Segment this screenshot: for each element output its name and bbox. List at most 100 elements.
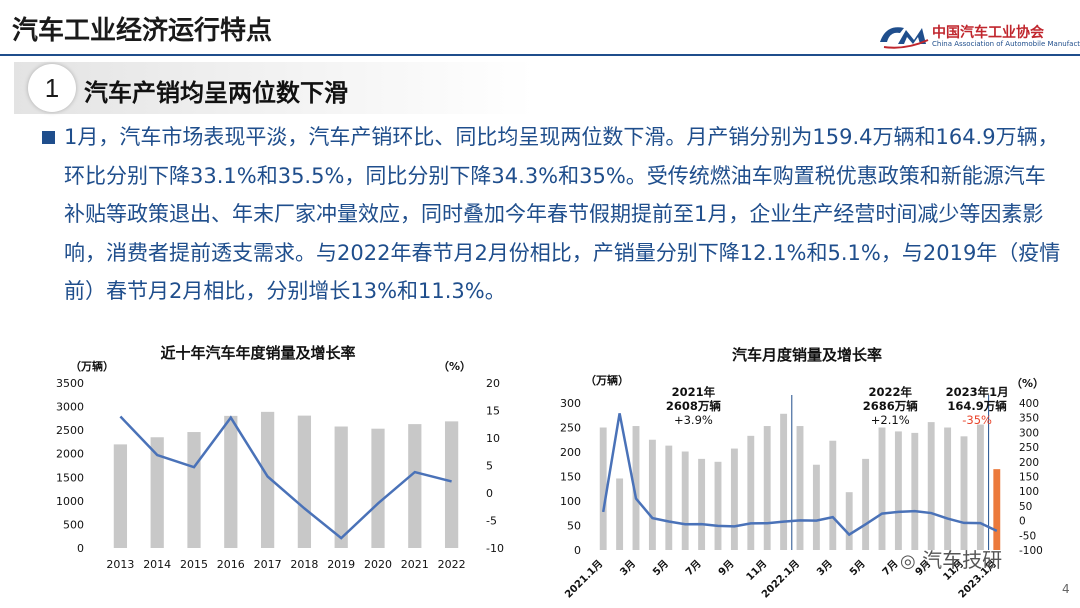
monthly-bar bbox=[648, 439, 656, 550]
y2-tick-label: 250 bbox=[1019, 442, 1039, 454]
y2-tick-label: 20 bbox=[486, 377, 500, 390]
monthly-bar bbox=[878, 427, 886, 550]
monthly-bar bbox=[763, 426, 771, 550]
annotation-growth: +3.9% bbox=[674, 413, 713, 427]
y2-tick-label: 100 bbox=[1019, 486, 1039, 498]
x-tick-label: 2013 bbox=[106, 558, 134, 571]
x-tick-label: 2014 bbox=[143, 558, 171, 571]
monthly-bar bbox=[665, 445, 673, 550]
monthly-bar bbox=[599, 427, 607, 550]
y2-tick-label: 0 bbox=[486, 487, 493, 500]
logo-cn-text: 中国汽车工业协会 bbox=[932, 25, 1044, 41]
x-tick-label: 2022 bbox=[438, 558, 466, 571]
annual-sales-chart: 近十年汽车年度销量及增长率 （万辆） （%） 2013 2014 2015 2016 2… bbox=[56, 344, 504, 571]
y2-tick-label: -10 bbox=[486, 542, 504, 555]
x-tick-label: 3月 bbox=[814, 558, 834, 578]
y-tick-label: 3500 bbox=[56, 377, 84, 390]
annotation-title: 2023年1月 bbox=[946, 385, 1009, 399]
y-tick-label: 150 bbox=[560, 471, 581, 484]
annual-bar bbox=[444, 421, 459, 548]
x-tick-label: 2021 bbox=[401, 558, 429, 571]
y2-tick-label: 300 bbox=[1019, 427, 1039, 439]
y-tick-label: 2000 bbox=[56, 448, 84, 461]
annotation-growth: -35% bbox=[962, 413, 992, 427]
chart1-ylabel: （万辆） bbox=[70, 359, 114, 373]
y2-tick-label: 150 bbox=[1019, 472, 1039, 484]
section-title: 汽车产销均呈两位数下滑 bbox=[84, 79, 348, 107]
section-banner bbox=[14, 62, 534, 114]
y2-tick-label: 400 bbox=[1019, 398, 1039, 410]
annotation-total: 2608万辆 bbox=[666, 399, 722, 413]
header-divider bbox=[0, 54, 1080, 56]
monthly-bar bbox=[829, 440, 837, 550]
bullet-square-icon bbox=[42, 131, 55, 144]
x-tick-label: 7月 bbox=[683, 558, 703, 578]
x-tick-label: 2015 bbox=[180, 558, 208, 571]
annual-bar bbox=[371, 428, 385, 548]
chart1-title: 近十年汽车年度销量及增长率 bbox=[160, 344, 355, 362]
monthly-bar bbox=[796, 426, 804, 550]
y2-tick-label: -5 bbox=[486, 515, 497, 528]
logo-en-text: China Association of Automobile Manufact… bbox=[932, 40, 1080, 48]
monthly-bar bbox=[681, 451, 689, 550]
monthly-bar bbox=[862, 458, 870, 550]
x-tick-label: 2017 bbox=[254, 558, 282, 571]
y-tick-label: 1000 bbox=[56, 495, 84, 508]
y2-tick-label: 200 bbox=[1019, 457, 1039, 469]
x-tick-label: 5月 bbox=[847, 558, 867, 578]
x-tick-label: 9月 bbox=[716, 558, 736, 578]
wechat-icon: ◎ bbox=[900, 551, 916, 572]
y-tick-label: 100 bbox=[560, 495, 581, 508]
monthly-bar bbox=[845, 492, 853, 550]
page-title: 汽车工业经济运行特点 bbox=[12, 16, 273, 46]
y-tick-label: 3000 bbox=[56, 401, 84, 414]
chart2-y2label: （%） bbox=[1011, 377, 1044, 390]
latest-month-bar bbox=[993, 469, 1001, 550]
y2-tick-label: -50 bbox=[1019, 530, 1036, 542]
monthly-growth-line bbox=[601, 413, 998, 537]
monthly-bar bbox=[730, 448, 738, 550]
x-tick-label: 2016 bbox=[217, 558, 245, 571]
annotation-title: 2022年 bbox=[868, 385, 912, 399]
chart1-y2label: （%） bbox=[438, 360, 471, 373]
monthly-bar bbox=[960, 436, 968, 550]
y-tick-label: 50 bbox=[567, 520, 581, 533]
monthly-bar bbox=[894, 431, 902, 550]
y-tick-label: 250 bbox=[560, 422, 581, 435]
y2-tick-label: 10 bbox=[486, 432, 500, 445]
chart2-title: 汽车月度销量及增长率 bbox=[732, 346, 882, 364]
y2-tick-label: 0 bbox=[1019, 516, 1026, 528]
annual-bar bbox=[260, 411, 275, 548]
y-tick-label: 300 bbox=[560, 397, 581, 410]
x-tick-label: 2019 bbox=[327, 558, 355, 571]
annual-bar bbox=[113, 444, 128, 548]
monthly-bar bbox=[698, 458, 706, 550]
annual-bar bbox=[297, 415, 312, 548]
monthly-bar bbox=[747, 435, 755, 550]
annotation-total: 164.9万辆 bbox=[947, 399, 1007, 413]
section-number: 1 bbox=[28, 64, 76, 112]
annual-bar bbox=[334, 426, 348, 548]
x-tick-label: 5月 bbox=[650, 558, 670, 578]
x-tick-label: 3月 bbox=[618, 558, 638, 578]
caam-logo bbox=[880, 27, 929, 49]
y-tick-label: 0 bbox=[77, 542, 84, 555]
monthly-bar bbox=[911, 432, 919, 550]
x-tick-label: 2021.1月 bbox=[562, 558, 605, 601]
annual-bar bbox=[150, 437, 164, 548]
monthly-bar bbox=[616, 478, 624, 550]
page-number: 4 bbox=[1062, 582, 1070, 596]
x-tick-label: 2020 bbox=[364, 558, 392, 571]
y-tick-label: 1500 bbox=[56, 471, 84, 484]
monthly-bar bbox=[927, 422, 935, 550]
monthly-bar bbox=[812, 464, 820, 550]
annotation-title: 2021年 bbox=[672, 385, 716, 399]
x-tick-label: 11月 bbox=[744, 558, 769, 583]
body-paragraph: 1月，汽车市场表现平淡，汽车产销环比、同比均呈现两位数下滑。月产销分别为159.… bbox=[64, 125, 1061, 304]
wechat-watermark: ◎ 汽车技研 bbox=[900, 544, 1002, 573]
y-tick-label: 200 bbox=[560, 446, 581, 459]
monthly-bar bbox=[944, 427, 952, 550]
monthly-sales-chart: 汽车月度销量及增长率 （万辆） （%） 2021.1月 3月 5月 7月 9月 11月 20… bbox=[560, 346, 1044, 601]
growth-rate-line bbox=[119, 415, 452, 540]
y2-tick-label: 5 bbox=[486, 460, 493, 473]
